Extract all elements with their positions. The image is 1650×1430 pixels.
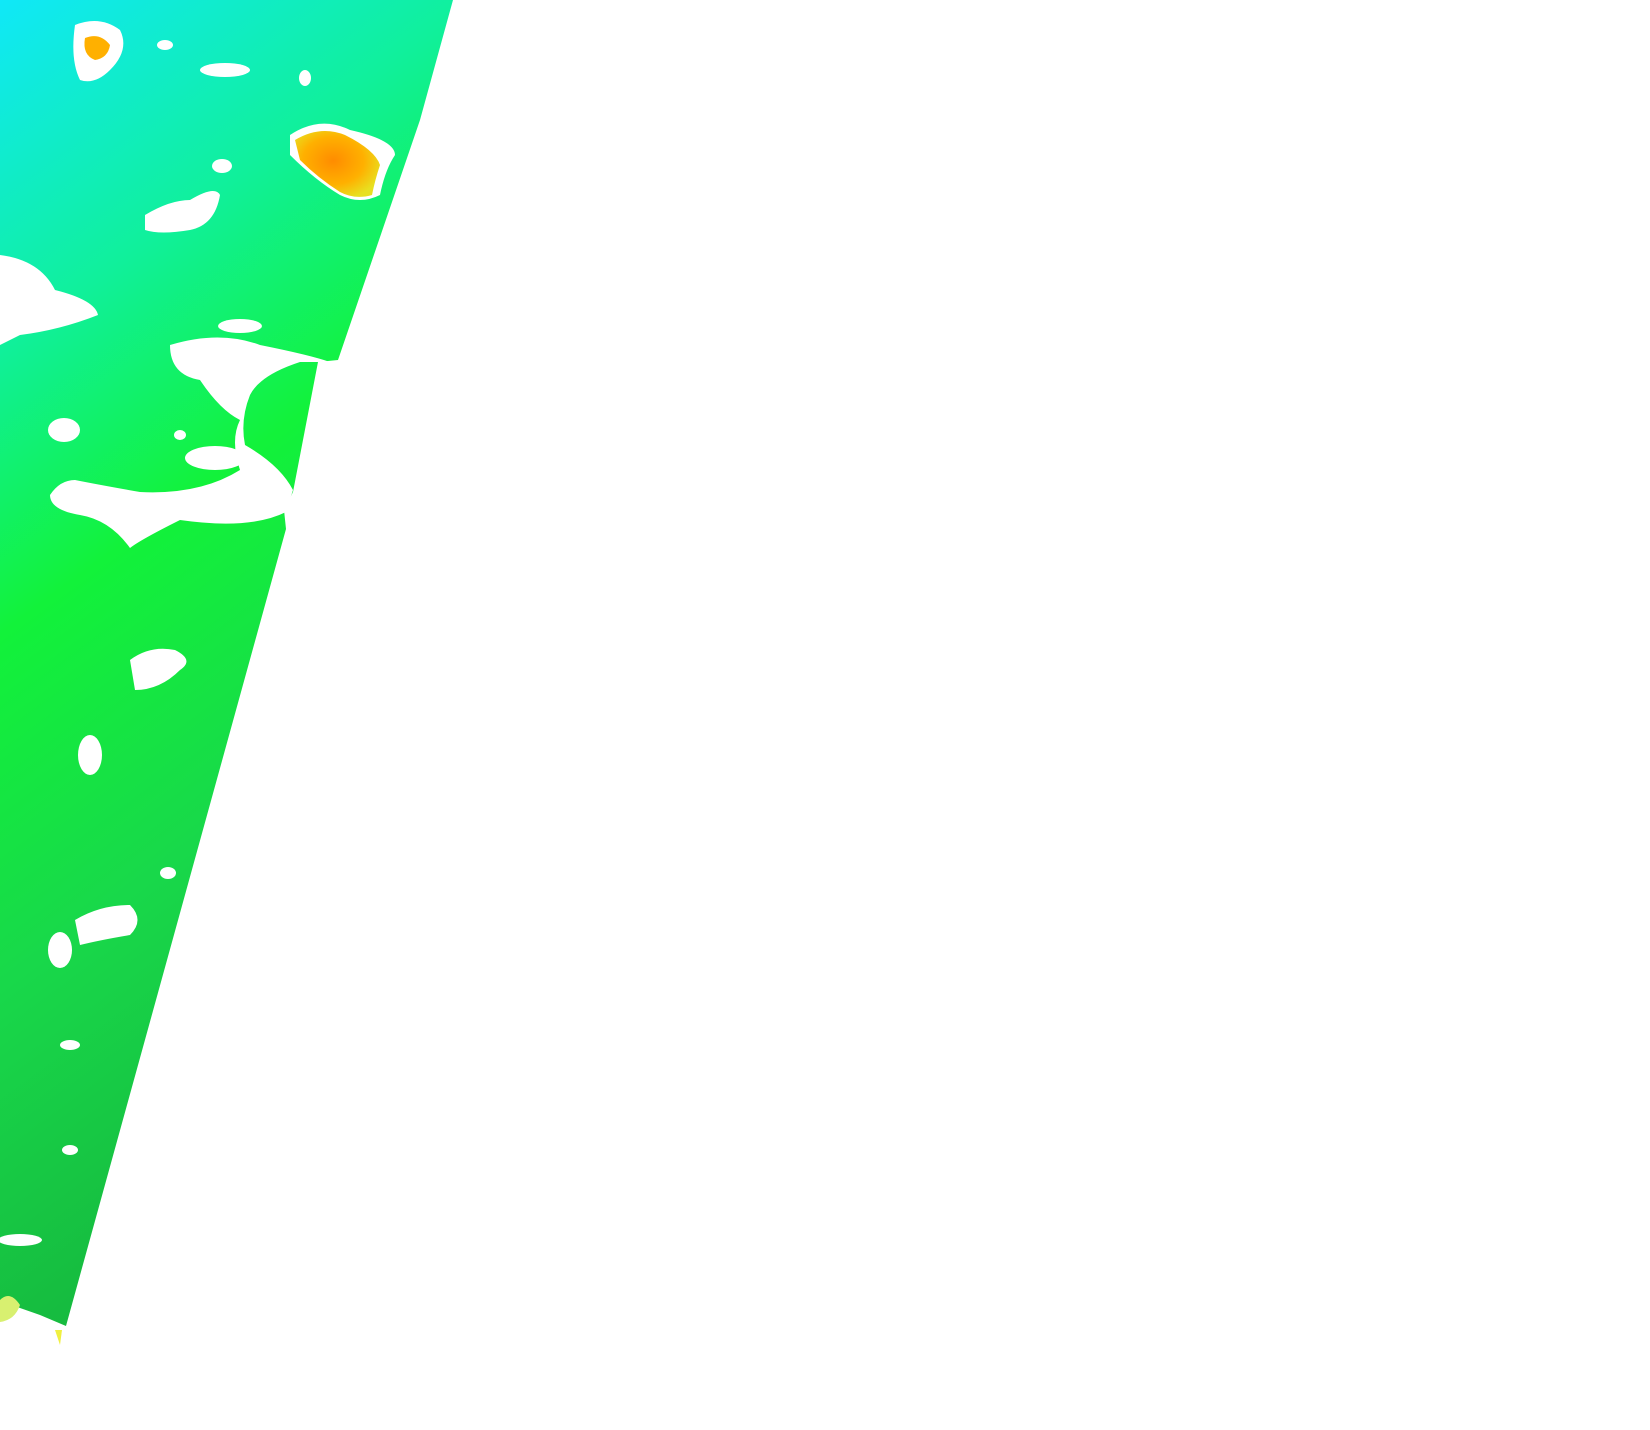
data-swath bbox=[0, 0, 453, 1326]
hotspots bbox=[0, 21, 395, 1345]
cloud-mask bbox=[0, 40, 330, 1246]
